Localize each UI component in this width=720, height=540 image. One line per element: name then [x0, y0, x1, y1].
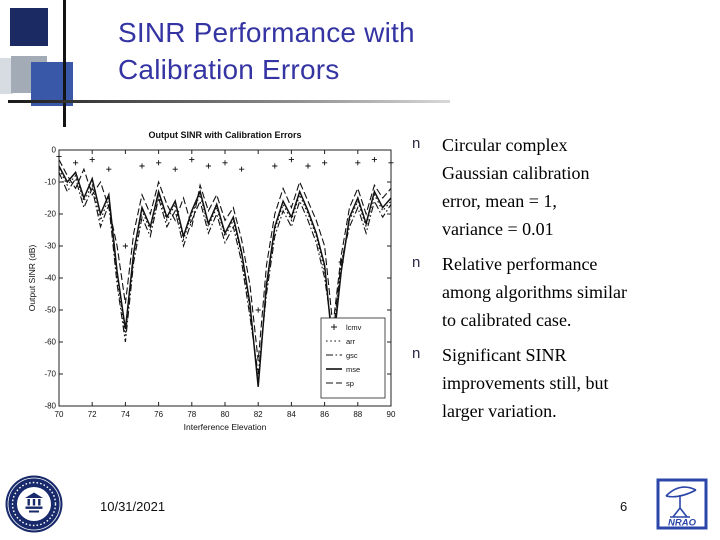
- svg-text:72: 72: [88, 410, 97, 419]
- svg-text:-60: -60: [44, 338, 56, 347]
- chart-canvas: Output SINR with Calibration Errors 70 72 7…: [27, 130, 396, 432]
- svg-text:-50: -50: [44, 306, 56, 315]
- svg-text:mse: mse: [346, 365, 360, 374]
- nrao-wordmark: NRAO: [668, 518, 697, 529]
- nrao-logo: NRAO: [656, 478, 708, 530]
- svg-text:76: 76: [154, 410, 163, 419]
- svg-text:84: 84: [287, 410, 296, 419]
- svg-text:Interference Elevation: Interference Elevation: [184, 422, 267, 432]
- slide-title: SINR Performance with Calibration Errors: [118, 17, 415, 85]
- svg-text:86: 86: [320, 410, 329, 419]
- svg-text:-80: -80: [44, 402, 56, 411]
- svg-text:74: 74: [121, 410, 130, 419]
- decor-pale-square: [0, 58, 13, 94]
- decor-blue-square: [31, 62, 73, 106]
- svg-text:-10: -10: [44, 178, 56, 187]
- page-number: 6: [620, 499, 628, 514]
- bullet-marker: n: [412, 135, 421, 152]
- svg-text:0: 0: [52, 146, 57, 155]
- bullet-item: n Significant SINR improvements still, b…: [412, 341, 712, 425]
- bullet-marker: n: [412, 254, 421, 271]
- svg-text:90: 90: [387, 410, 396, 419]
- bullet-text: Circular complex Gaussian calibration er…: [442, 135, 590, 239]
- bullet-list: n Circular complex Gaussian calibration …: [412, 131, 712, 432]
- svg-text:82: 82: [254, 410, 263, 419]
- svg-text:lcmv: lcmv: [346, 323, 362, 332]
- bullet-item: n Circular complex Gaussian calibration …: [412, 131, 712, 243]
- sinr-chart-figure: Output SINR with Calibration Errors 70 72 7…: [25, 124, 410, 446]
- svg-text:78: 78: [187, 410, 196, 419]
- svg-text:sp: sp: [346, 379, 354, 388]
- svg-text:arr: arr: [346, 337, 356, 346]
- bullet-item: n Relative performance among algorithms …: [412, 250, 712, 334]
- svg-text:70: 70: [55, 410, 64, 419]
- svg-text:Output SINR with Calibration E: Output SINR with Calibration Errors: [148, 130, 301, 140]
- bullet-text: Significant SINR improvements still, but…: [442, 345, 609, 421]
- decor-vertical-line: [63, 0, 66, 127]
- slide-date: 10/31/2021: [100, 499, 166, 514]
- seal-outer-ring: [7, 477, 61, 531]
- svg-text:-30: -30: [44, 242, 56, 251]
- svg-text:-70: -70: [44, 370, 56, 379]
- svg-text:Output SINR (dB): Output SINR (dB): [27, 245, 37, 312]
- bullet-marker: n: [412, 345, 421, 362]
- radio-telescope-icon: [665, 486, 697, 518]
- decor-title-rule: [8, 100, 450, 103]
- bullet-text: Relative performance among algorithms si…: [442, 254, 627, 330]
- svg-text:88: 88: [353, 410, 362, 419]
- seal-emblem-icon: [25, 492, 43, 513]
- svg-text:80: 80: [221, 410, 230, 419]
- svg-text:-40: -40: [44, 274, 56, 283]
- seal-ring-text: [11, 481, 57, 527]
- university-seal-logo: [5, 475, 63, 533]
- svg-text:-20: -20: [44, 210, 56, 219]
- svg-text:gsc: gsc: [346, 351, 358, 360]
- decor-navy-square: [10, 8, 48, 46]
